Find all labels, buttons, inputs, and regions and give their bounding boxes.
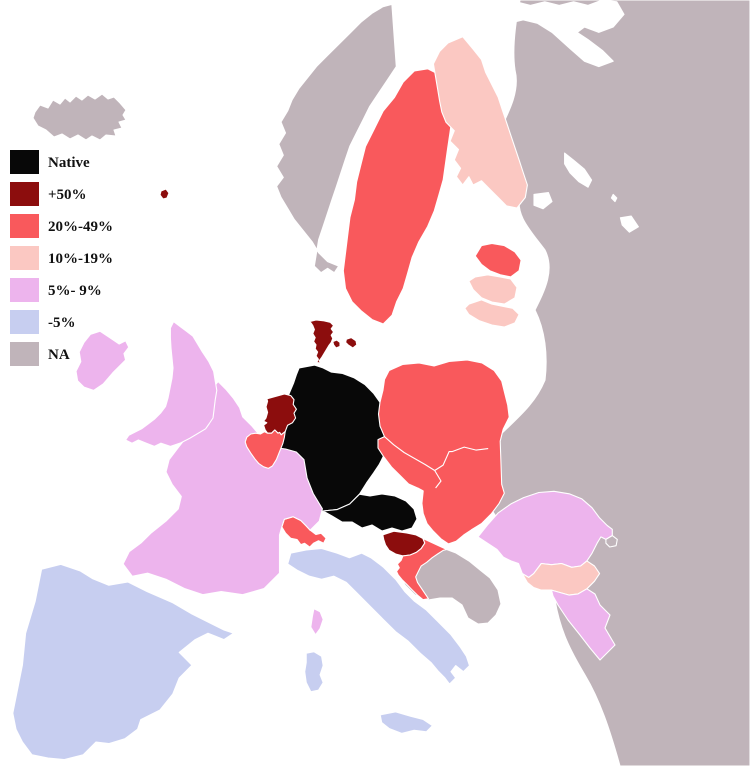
svg-text:20%-49%: 20%-49% bbox=[48, 219, 113, 235]
svg-text:Native: Native bbox=[48, 155, 90, 171]
svg-text:5%- 9%: 5%- 9% bbox=[48, 283, 102, 299]
svg-text:10%-19%: 10%-19% bbox=[48, 251, 113, 267]
svg-text:-5%: -5% bbox=[48, 315, 76, 331]
svg-text:+50%: +50% bbox=[48, 187, 87, 203]
svg-text:NA: NA bbox=[48, 347, 70, 363]
